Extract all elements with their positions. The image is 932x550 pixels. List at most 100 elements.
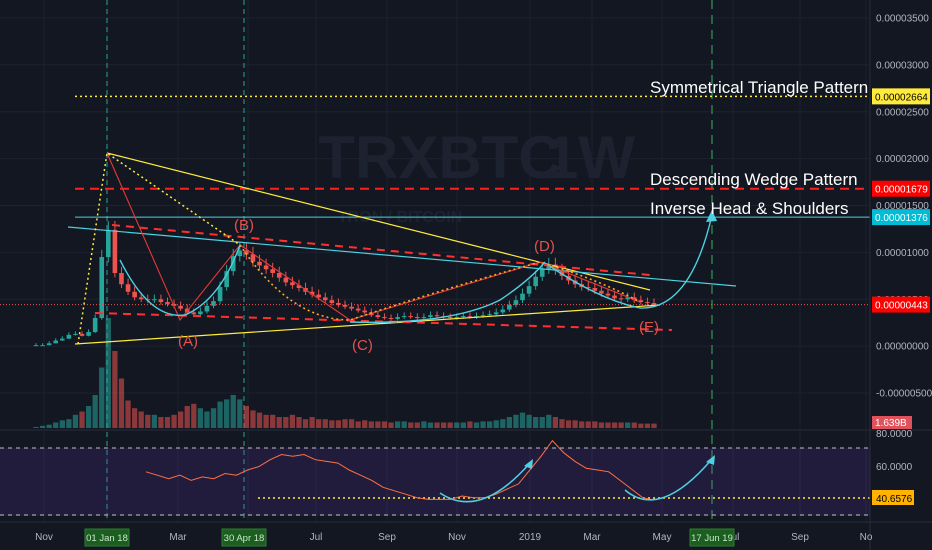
triangle-lower-line [74, 304, 661, 345]
x-tick-label: Mar [169, 532, 187, 543]
volume-bar [355, 421, 361, 428]
annotation-symmetrical-triangle: Symmetrical Triangle Pattern [650, 78, 868, 97]
volume-bar [270, 414, 276, 428]
candle-body [263, 265, 269, 270]
volume-bar [368, 421, 374, 428]
date-flag-box [689, 528, 735, 547]
candle-body [125, 284, 131, 292]
candle-body [198, 311, 203, 315]
volume-bar [644, 423, 651, 428]
candle-body [487, 314, 492, 316]
candle-body [520, 293, 525, 301]
volume-bar [230, 395, 236, 428]
volume-bar [164, 417, 171, 428]
y-tick-label: 0.00000000 [876, 342, 929, 353]
candle-body [513, 300, 519, 305]
candle-body [605, 293, 611, 296]
price-label-box [872, 88, 930, 105]
candle-body [362, 310, 368, 313]
volume-bar [638, 423, 644, 428]
volume-bar [131, 408, 138, 428]
price-axis[interactable]: 0.00003500 0.00003000 0.00002500 0.00002000… [869, 0, 932, 550]
candle-body [158, 299, 164, 303]
date-flag-text: 30 Apr 18 [224, 533, 265, 544]
candle-body [276, 273, 282, 278]
x-tick-label: Nov [35, 532, 53, 543]
candle-body [638, 300, 644, 303]
volume-bar [454, 422, 460, 428]
volume-bar [631, 422, 637, 428]
pattern-drawings [0, 95, 870, 345]
volume-bar [513, 414, 519, 428]
volume-bar [651, 423, 657, 428]
volume-bar [533, 417, 539, 428]
time-axis[interactable]: Nov2018MarMayJulSepNov2019MarMayJulSepNo [0, 521, 932, 543]
volume-bar [178, 411, 184, 428]
candle-body [592, 288, 598, 291]
zigzag-waves [106, 152, 641, 322]
volume-bar [480, 421, 486, 428]
volume-label-box [872, 416, 912, 429]
date-flags: 01 Jan 18 30 Apr 18 17 Jun 19 [84, 528, 735, 547]
candle-body [119, 273, 124, 285]
volume-bar [224, 399, 230, 428]
volume-bar [362, 420, 368, 428]
wave-label-b: (B) [234, 217, 254, 234]
candle-body [59, 338, 65, 341]
candle-body [349, 306, 354, 309]
dotted-curve-path [239, 244, 641, 321]
candle-body [401, 316, 407, 318]
candle-body [178, 305, 183, 309]
price-label-box [872, 209, 930, 226]
candle-body [46, 343, 52, 346]
date-flag-text: 01 Jan 18 [86, 533, 128, 544]
candle-body [651, 303, 657, 305]
candle-body [132, 291, 137, 298]
candle-body [53, 340, 59, 344]
volume-bar [92, 395, 98, 428]
y-tick-label: 0.00001500 [876, 201, 929, 212]
candle-body [415, 317, 420, 319]
candle-body [553, 264, 558, 271]
y-tick-label: -0.00000500 [876, 389, 932, 400]
candle-body [599, 290, 604, 294]
date-flag-box [84, 528, 130, 547]
volume-bar [526, 414, 532, 428]
candle-body [375, 315, 381, 318]
candle-body [618, 298, 624, 300]
volume-bar [256, 412, 263, 428]
volume-bar [151, 414, 157, 428]
candle-body [211, 301, 216, 306]
volume-bar [138, 411, 144, 428]
volume-bar [263, 414, 269, 428]
date-flag-text: 17 Jun 19 [691, 533, 733, 544]
volume-bar [408, 422, 414, 428]
x-tick-label: Sep [378, 532, 396, 543]
volume-bar [572, 420, 578, 428]
volume-bar [519, 412, 526, 428]
candle-body [257, 261, 262, 266]
volume-bar [276, 417, 282, 428]
candle-body [500, 309, 506, 313]
volume-bar [394, 421, 401, 428]
volume-bar [250, 410, 256, 428]
volume-bar [348, 419, 355, 428]
candle-body [244, 250, 249, 255]
candle-body [625, 297, 631, 300]
volume-bar [296, 417, 302, 428]
volume-bar [289, 414, 296, 428]
volume-bar [197, 408, 203, 428]
candle-body [507, 304, 512, 310]
volume-bar [381, 421, 388, 428]
volume-bar [145, 414, 151, 428]
x-tick-label: Jul [310, 532, 323, 543]
x-tick-label: Sep [791, 532, 809, 543]
volume-bar [72, 414, 79, 428]
candle-body [434, 315, 440, 317]
volume-bar [559, 419, 565, 428]
rsi-pane [0, 439, 870, 516]
candle-body [428, 315, 433, 318]
wedge-upper-line [111, 224, 651, 276]
